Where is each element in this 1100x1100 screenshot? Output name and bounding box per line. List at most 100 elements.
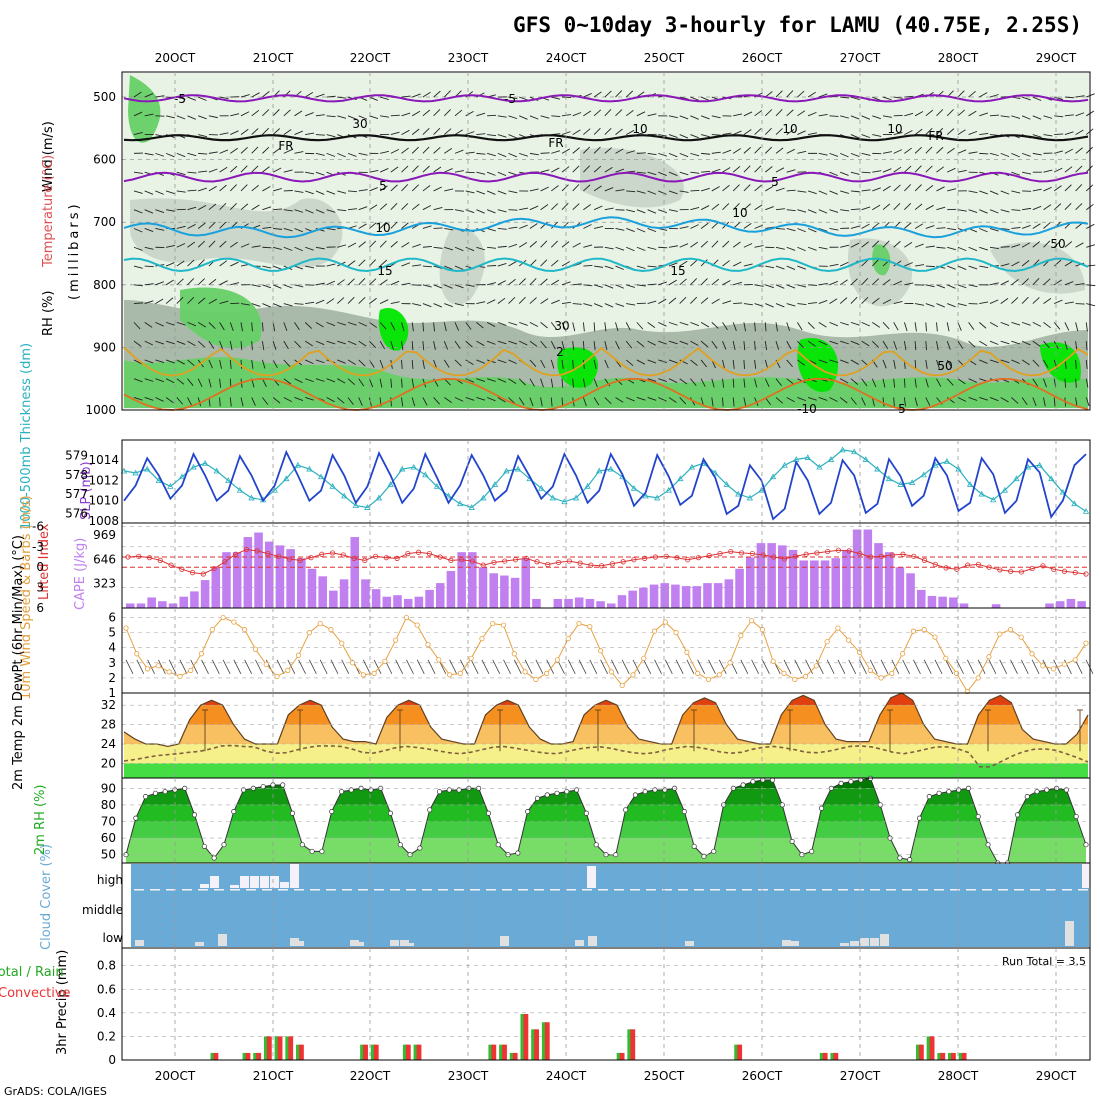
wind-barb (893, 149, 903, 154)
wind-barb (1043, 134, 1053, 137)
wind-barb (326, 378, 336, 383)
wind-barb (893, 300, 903, 305)
wind-barb (379, 150, 389, 154)
wind-barb (487, 134, 497, 137)
wind-barb (732, 202, 740, 211)
cloud-high-bar (587, 866, 596, 888)
wind10m-point (382, 658, 388, 664)
rh2m-point (201, 843, 207, 849)
wind-barb (626, 150, 635, 154)
wind-barb (326, 190, 336, 195)
wind-barb (775, 378, 782, 387)
date-label-bottom: 22OCT (350, 1069, 391, 1083)
thickness-point (248, 494, 255, 501)
wind-barb (979, 190, 988, 195)
wind-barb (636, 171, 646, 174)
wind-barb (1000, 209, 1010, 213)
wind-barb (444, 303, 453, 308)
wind10m-barb (837, 659, 846, 674)
thickness-point (758, 486, 765, 493)
wind-barb (529, 115, 539, 120)
wind-barb (957, 284, 967, 289)
wind-barb (1053, 203, 1062, 211)
wind-barb (904, 282, 914, 286)
wind-barb (786, 378, 795, 385)
wind-barb (390, 166, 399, 173)
cloud-low-bar (880, 934, 889, 946)
wind-barb (925, 127, 933, 135)
wind-barb (497, 171, 507, 177)
wind-barb (1075, 184, 1083, 192)
thickness-point (1048, 475, 1055, 482)
wind10m-point (565, 636, 571, 642)
cape-bar (991, 604, 1001, 608)
cloud-high-trace (374, 889, 384, 891)
wind-barb (198, 115, 207, 120)
wind-barb (764, 341, 768, 351)
wind-barb (572, 184, 580, 192)
wind-barb (818, 209, 828, 214)
wind-barb (187, 206, 197, 211)
wind-barb (262, 284, 272, 289)
wind-barb (262, 265, 272, 269)
wind-barb (818, 113, 828, 117)
wind-barb (529, 321, 539, 327)
wind-barb (593, 226, 603, 229)
wind-barb (379, 378, 383, 388)
rh2m-point (975, 813, 981, 820)
thickness-point (908, 479, 916, 485)
wind10m-barb (697, 659, 706, 674)
wind-barb (1086, 244, 1096, 248)
wind-barb (647, 113, 657, 117)
wind-barb (465, 397, 475, 401)
wind-barb (1011, 244, 1021, 248)
wind10m-point (576, 620, 582, 627)
wind-barb (294, 378, 303, 384)
li-point (308, 555, 314, 561)
rh2m-point (436, 789, 443, 795)
wind-barb (144, 228, 154, 232)
wind-barb (850, 225, 860, 229)
wind-barb (315, 209, 325, 214)
wind-barb (176, 260, 185, 267)
precip-conv-bar (416, 1044, 422, 1060)
wind-barb (754, 359, 757, 369)
wind-barb (326, 280, 335, 286)
wind-barb (486, 209, 496, 214)
rh2m-point (427, 807, 433, 813)
wind-barb (337, 397, 345, 404)
cape-bar (959, 603, 969, 608)
cloud-high-trace (534, 889, 544, 891)
li-point (200, 571, 206, 577)
li-point (146, 555, 153, 561)
wind-barb (604, 207, 614, 211)
wind-barb (165, 340, 175, 345)
wind-barb (251, 341, 253, 351)
wind-barb (551, 259, 559, 267)
wind-barb (754, 184, 762, 192)
pressure-tick: 500 (93, 90, 116, 104)
wind-barb (465, 190, 475, 194)
date-label-top: 22OCT (350, 51, 391, 65)
wind-barb (850, 134, 860, 139)
wind-barb (572, 203, 580, 211)
wind-barb (679, 340, 689, 345)
precip-total-bar (830, 1052, 837, 1060)
wind-barb (786, 148, 795, 154)
isotherm-label: 10 (732, 206, 747, 220)
wind-barb (519, 96, 528, 101)
wind-barb (615, 340, 620, 350)
wind-barb (690, 340, 699, 346)
precip-conv-bar (940, 1052, 946, 1060)
cloud-low-bar (782, 940, 791, 946)
wind-barb (711, 151, 721, 154)
wind-barb (358, 321, 368, 327)
li-point (846, 548, 852, 554)
wind-barb (240, 128, 249, 135)
thickness-point (711, 469, 719, 476)
wind-barb (166, 245, 176, 248)
wind-barb (572, 242, 581, 248)
wind10m-barb (805, 659, 813, 674)
wind-barb (1021, 340, 1031, 346)
